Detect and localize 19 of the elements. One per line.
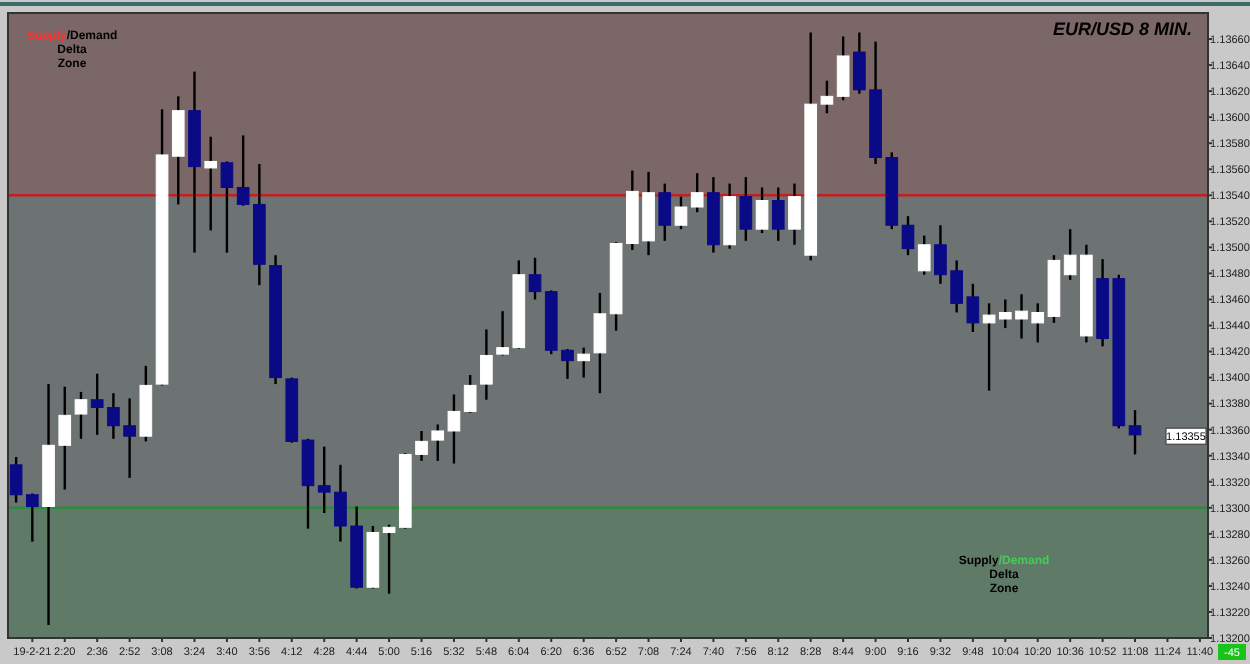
candlestick	[577, 346, 591, 379]
candlestick	[674, 195, 688, 231]
candlestick	[1128, 408, 1142, 456]
candlestick	[755, 186, 769, 235]
candlestick	[658, 182, 672, 243]
candlestick	[593, 291, 607, 395]
chart-title: EUR/USD 8 MIN.	[1052, 19, 1192, 39]
candlestick	[463, 373, 477, 414]
candlestick	[739, 175, 753, 243]
candlestick	[480, 328, 493, 401]
candlestick	[74, 390, 88, 440]
candlestick	[836, 35, 850, 102]
candlestick	[917, 234, 931, 276]
candlestick	[690, 171, 704, 214]
candlestick	[771, 186, 785, 243]
candlestick	[204, 135, 218, 232]
candlestick	[901, 214, 915, 257]
candlestick	[220, 160, 234, 254]
candlestick	[301, 437, 315, 530]
